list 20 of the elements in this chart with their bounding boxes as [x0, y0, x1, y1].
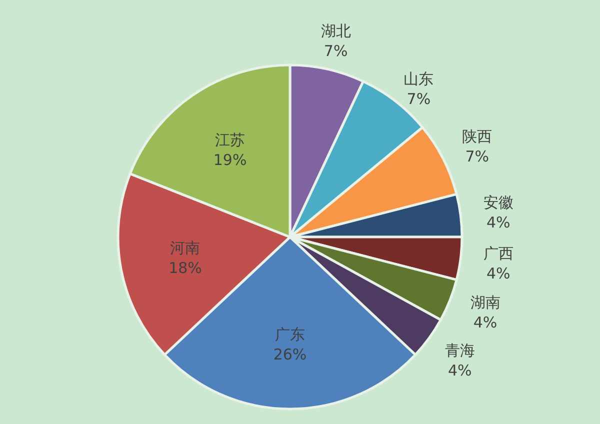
data-label: 26% [273, 346, 307, 364]
data-label: 19% [213, 150, 247, 169]
data-label: 7% [465, 147, 490, 166]
slice-label: 广西 [483, 244, 514, 262]
slice-label: 山东 [404, 70, 434, 88]
data-label: 4% [486, 264, 510, 282]
slice-label: 青海 [444, 341, 475, 360]
slice-label: 江苏 [215, 130, 246, 149]
slice-label: 广东 [275, 326, 305, 344]
slice-label: 湖南 [470, 293, 500, 312]
slice-label: 河南 [170, 238, 200, 257]
data-label: 18% [168, 258, 202, 277]
data-label: 4% [448, 361, 472, 380]
data-label: 7% [324, 42, 348, 60]
data-label: 4% [473, 313, 498, 332]
data-label: 7% [406, 90, 431, 108]
slice-label: 湖北 [320, 22, 351, 40]
slice-label: 陕西 [462, 127, 492, 146]
data-label: 4% [486, 214, 510, 232]
slice-label: 安徽 [483, 194, 514, 212]
